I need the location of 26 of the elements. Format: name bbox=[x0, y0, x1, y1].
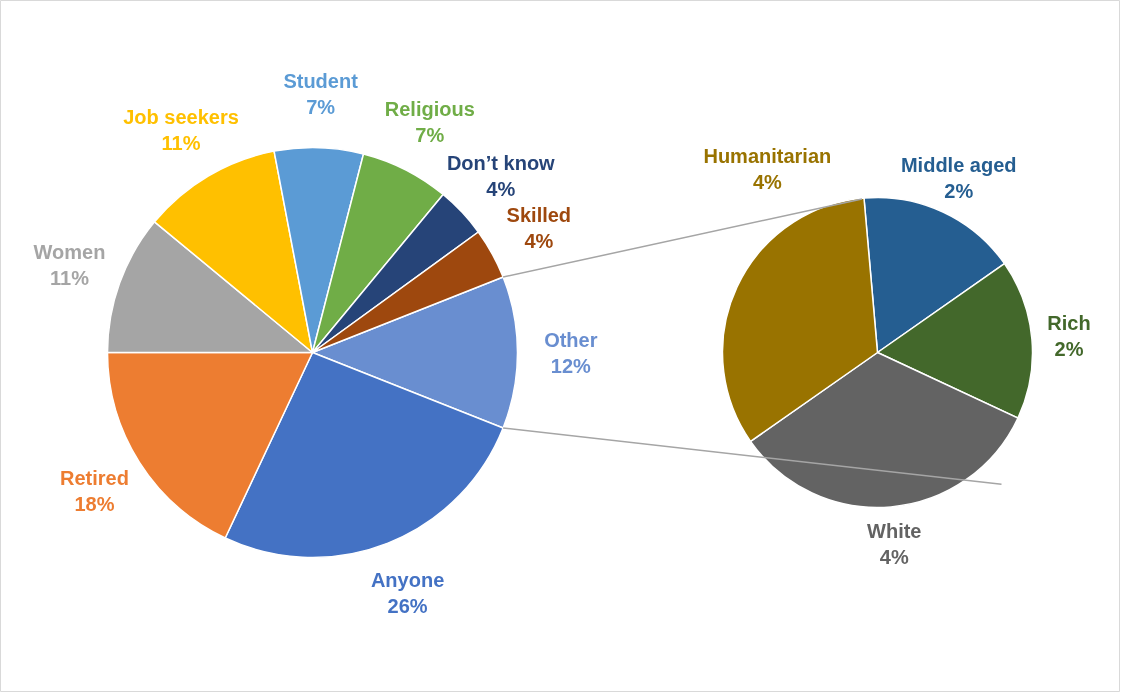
data-label: 4% bbox=[524, 230, 554, 253]
data-label: 7% bbox=[306, 96, 336, 119]
data-label: 4% bbox=[486, 177, 516, 200]
data-label: 2% bbox=[1054, 337, 1084, 360]
data-label: 18% bbox=[74, 492, 115, 515]
slice-label: Student bbox=[283, 70, 359, 93]
slice-label: Job seekers bbox=[123, 106, 239, 129]
data-label: 2% bbox=[944, 180, 974, 203]
data-label: 4% bbox=[879, 545, 909, 568]
slice-label: Humanitarian bbox=[703, 145, 832, 168]
slice-label: White bbox=[867, 519, 922, 542]
slice-label: Women bbox=[33, 241, 106, 263]
slice-label: Anyone bbox=[370, 568, 445, 591]
slice-label: Middle aged bbox=[900, 154, 1017, 177]
slice-label: Retired bbox=[59, 466, 129, 489]
data-label: 12% bbox=[550, 354, 592, 377]
data-label: 7% bbox=[415, 124, 445, 147]
slice-label: Skilled bbox=[506, 204, 572, 227]
data-label: 4% bbox=[752, 171, 782, 194]
data-label: 26% bbox=[387, 594, 428, 617]
slice-label: Rich bbox=[1047, 311, 1091, 334]
slice-label: Religious bbox=[384, 98, 475, 121]
slice-label: Other bbox=[544, 328, 598, 351]
data-label: 11% bbox=[161, 132, 201, 155]
data-label: 11% bbox=[50, 267, 90, 289]
slice-label: Don’t know bbox=[446, 151, 556, 174]
